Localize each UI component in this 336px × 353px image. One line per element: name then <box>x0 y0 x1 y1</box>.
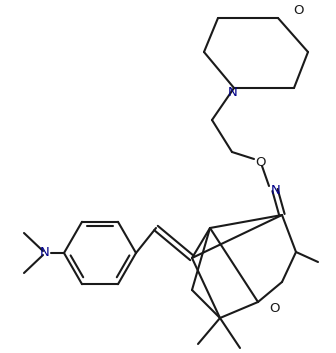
Text: O: O <box>294 4 304 17</box>
Text: O: O <box>256 156 266 169</box>
Text: O: O <box>269 301 279 315</box>
Text: N: N <box>228 85 238 98</box>
Text: N: N <box>271 184 281 197</box>
Text: N: N <box>40 246 50 259</box>
